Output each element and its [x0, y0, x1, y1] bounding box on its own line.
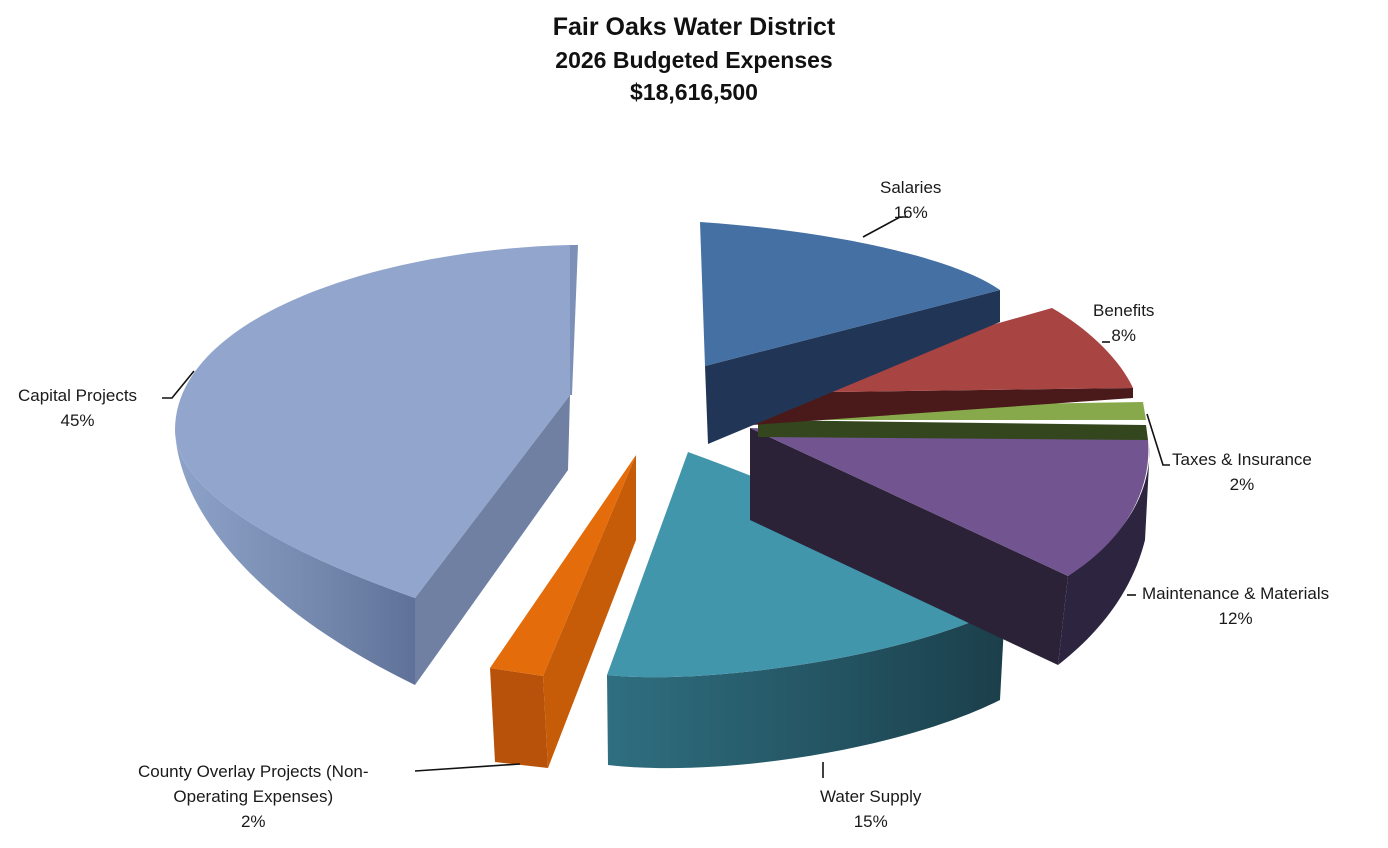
label-maintenance-name: Maintenance & Materials — [1142, 584, 1330, 603]
chart-title-block: Fair Oaks Water District 2026 Budgeted E… — [0, 10, 1388, 108]
slice-capital-projects[interactable] — [175, 245, 578, 685]
chart-total: $18,616,500 — [630, 79, 758, 105]
chart-subtitle: 2026 Budgeted Expenses — [555, 47, 833, 73]
label-maintenance-pct: 12% — [1218, 609, 1253, 628]
label-taxes-pct: 2% — [1229, 475, 1255, 494]
label-salaries-pct: 16% — [893, 203, 928, 222]
slice-county-overlay[interactable] — [490, 455, 636, 768]
label-capital-name: Capital Projects — [18, 386, 138, 405]
slice-water-supply[interactable] — [607, 452, 1005, 769]
label-taxes-name: Taxes & Insurance — [1172, 450, 1312, 469]
label-benefits-pct: 8% — [1111, 326, 1136, 345]
slice-maintenance-materials[interactable] — [750, 428, 1150, 665]
label-county-overlay: County Overlay Projects (Non- Operating … — [138, 759, 369, 834]
label-county-pct: 2% — [240, 812, 266, 831]
label-taxes-insurance: Taxes & Insurance 2% — [1172, 447, 1312, 497]
label-county-name-line2: Operating Expenses) — [173, 787, 334, 806]
label-water-supply: Water Supply 15% — [820, 784, 921, 834]
label-water-name: Water Supply — [820, 787, 922, 806]
label-water-pct: 15% — [853, 812, 888, 831]
slice-salaries[interactable] — [700, 222, 1000, 444]
chart-title: Fair Oaks Water District — [552, 13, 836, 41]
label-benefits: Benefits 8% — [1093, 298, 1154, 348]
label-benefits-name: Benefits — [1093, 301, 1155, 320]
leader-lines — [162, 216, 1170, 778]
label-county-name-line1: County Overlay Projects (Non- — [138, 762, 369, 781]
label-capital-pct: 45% — [60, 411, 95, 430]
label-maintenance-materials: Maintenance & Materials 12% — [1142, 581, 1329, 631]
label-salaries: Salaries 16% — [880, 175, 941, 225]
label-salaries-name: Salaries — [880, 178, 942, 197]
label-capital-projects: Capital Projects 45% — [18, 383, 137, 433]
